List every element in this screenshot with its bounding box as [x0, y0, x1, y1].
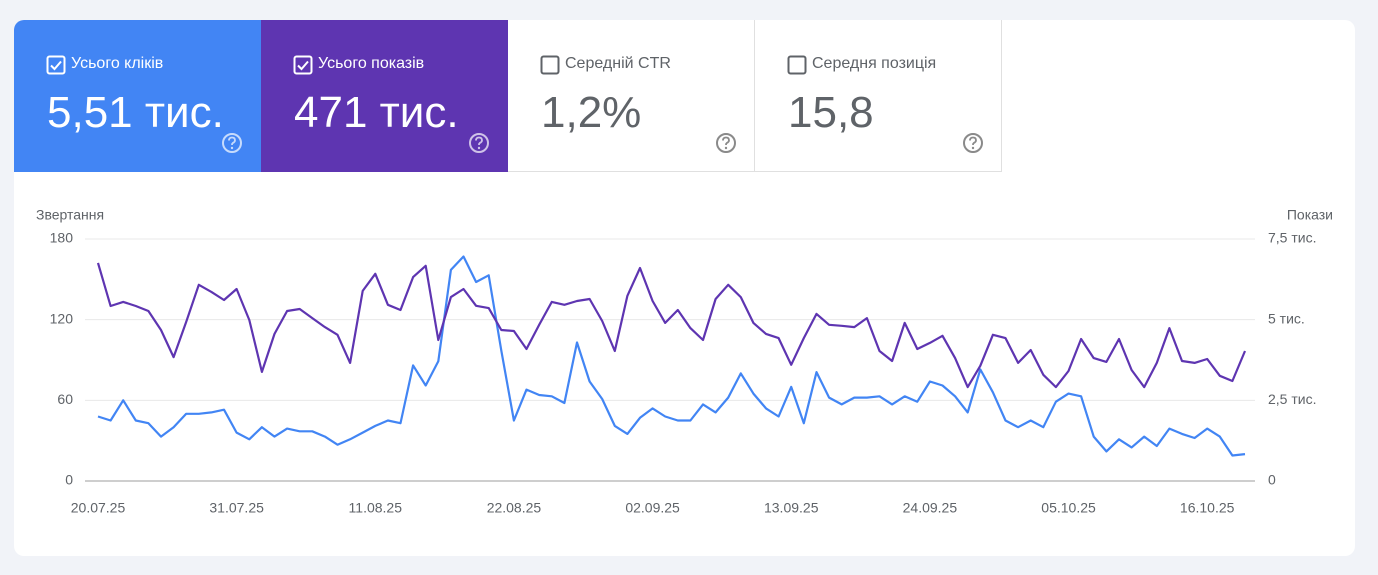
checkbox-box: [293, 55, 313, 75]
y-tick-label: 0: [65, 472, 73, 488]
metric-cards: Усього кліків 5,51 тис. Усього показів 471 …: [14, 20, 1002, 172]
x-tick-label: 24.09.25: [903, 500, 958, 516]
checkbox-box: [46, 55, 66, 75]
help-dot: [724, 146, 728, 150]
y2-tick-label: 0: [1268, 472, 1276, 488]
help-mark: [228, 136, 236, 146]
y2-tick-label: 2,5 тис.: [1268, 391, 1316, 407]
metric-card[interactable]: Середня позиція 15,8: [755, 20, 1002, 172]
help-mark: [475, 136, 483, 146]
checkbox: [293, 55, 313, 75]
chart: Звертання Покази 0 60 120 180 0 2,5 тис. 5 тис…: [36, 207, 1333, 516]
help-circle: [963, 133, 983, 153]
help-dot: [230, 146, 234, 150]
help-icon[interactable]: [221, 132, 243, 154]
x-tick-label: 20.07.25: [71, 500, 126, 516]
metric-card[interactable]: Середній CTR 1,2%: [508, 20, 755, 172]
metric-label: Середня позиція: [812, 55, 937, 72]
metric-card[interactable]: Усього кліків 5,51 тис.: [14, 20, 261, 172]
checkmark: [50, 60, 62, 71]
checkbox: [787, 55, 807, 75]
checkmark: [297, 60, 309, 71]
metric-value: 15,8: [788, 88, 874, 137]
x-tick-label: 16.10.25: [1180, 500, 1235, 516]
help-circle: [469, 133, 489, 153]
metric-value: 471 тис.: [294, 88, 459, 137]
metric-label: Усього кліків: [71, 55, 164, 72]
x-tick-label: 11.08.25: [349, 500, 403, 516]
performance-panel: Звертання Покази 0 60 120 180 0 2,5 тис. 5 тис…: [14, 20, 1355, 556]
help-circle: [222, 133, 242, 153]
y-tick-label: 60: [57, 391, 73, 407]
help-circle: [716, 133, 736, 153]
help-icon[interactable]: [715, 132, 737, 154]
help-icon[interactable]: [962, 132, 984, 154]
checkbox: [540, 55, 560, 75]
series-line: [96, 262, 1247, 389]
y-tick-label: 180: [50, 230, 74, 246]
help-mark: [969, 136, 977, 146]
y2-axis-title: Покази: [1287, 207, 1333, 223]
help-dot: [477, 146, 481, 150]
x-tick-label: 22.08.25: [487, 500, 542, 516]
metric-card[interactable]: Усього показів 471 тис.: [261, 20, 508, 172]
series-line: [97, 255, 1246, 457]
x-tick-label: 31.07.25: [209, 500, 264, 516]
x-tick-label: 05.10.25: [1041, 500, 1096, 516]
metric-value: 1,2%: [541, 88, 642, 137]
y-tick-label: 120: [50, 310, 74, 326]
checkbox-box: [787, 55, 807, 75]
x-tick-label: 02.09.25: [625, 500, 680, 516]
checkbox-box: [540, 55, 560, 75]
metric-label: Усього показів: [318, 55, 425, 72]
help-dot: [971, 146, 975, 150]
help-mark: [722, 136, 730, 146]
metric-value: 5,51 тис.: [47, 88, 224, 137]
x-tick-label: 13.09.25: [764, 500, 819, 516]
y2-tick-label: 5 тис.: [1268, 310, 1305, 326]
y-axis-title: Звертання: [36, 207, 104, 223]
metric-label: Середній CTR: [565, 55, 671, 72]
y2-tick-label: 7,5 тис.: [1268, 230, 1316, 246]
checkbox: [46, 55, 66, 75]
help-icon[interactable]: [468, 132, 490, 154]
